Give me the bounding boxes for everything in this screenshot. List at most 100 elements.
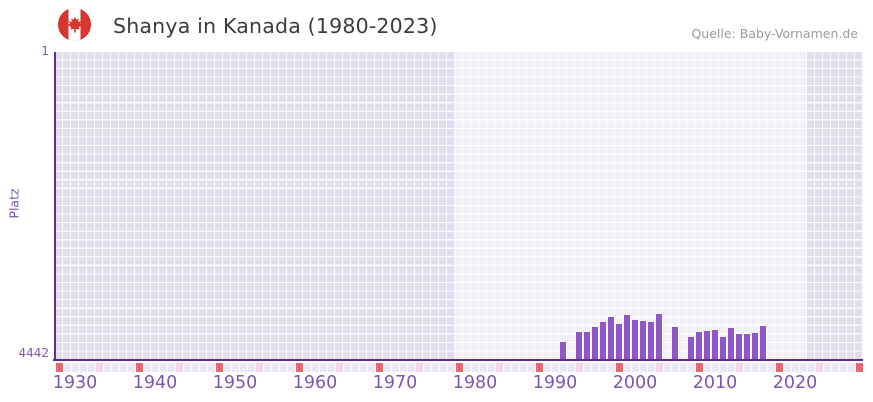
x-tick-cell	[143, 363, 151, 372]
x-tick-cell	[479, 363, 487, 372]
x-tick-cell	[847, 363, 855, 372]
bar-2000[interactable]	[632, 319, 639, 360]
x-tick-cell	[319, 363, 327, 372]
bar-2012[interactable]	[728, 328, 735, 360]
x-axis-label-2000: 2000	[612, 373, 658, 393]
highlight-band	[455, 52, 807, 360]
x-axis-label-1960: 1960	[292, 373, 338, 393]
x-tick-cell	[655, 363, 663, 372]
x-tick-cell	[351, 363, 359, 372]
x-tick-cell	[191, 363, 199, 372]
x-axis-label-2010: 2010	[692, 373, 738, 393]
bar-1991[interactable]	[560, 341, 567, 360]
x-tick-cell	[711, 363, 719, 372]
x-tick-cell	[735, 363, 743, 372]
x-tick-cell	[447, 363, 455, 372]
x-axis-label-1990: 1990	[532, 373, 578, 393]
x-tick-cell	[135, 363, 143, 372]
x-tick-cell	[599, 363, 607, 372]
x-tick-cell	[159, 363, 167, 372]
x-tick-cell	[87, 363, 95, 372]
x-tick-cell	[359, 363, 367, 372]
x-tick-cell	[79, 363, 87, 372]
x-tick-cell	[95, 363, 103, 372]
bar-1995[interactable]	[592, 327, 599, 360]
bar-2011[interactable]	[720, 337, 727, 360]
bar-2015[interactable]	[752, 332, 759, 360]
x-tick-cell	[855, 363, 863, 372]
x-tick-cell	[575, 363, 583, 372]
x-tick-cell	[199, 363, 207, 372]
y-axis-tick-top: 1	[41, 44, 49, 58]
x-tick-cell	[639, 363, 647, 372]
bar-1993[interactable]	[576, 331, 583, 360]
x-tick-cell	[207, 363, 215, 372]
bar-2007[interactable]	[688, 337, 695, 360]
bar-2005[interactable]	[672, 327, 679, 360]
x-tick-cell	[775, 363, 783, 372]
x-tick-cell	[719, 363, 727, 372]
x-tick-cell	[343, 363, 351, 372]
x-axis-label-1950: 1950	[212, 373, 258, 393]
bar-1994[interactable]	[584, 331, 591, 360]
x-tick-cell	[687, 363, 695, 372]
x-tick-cell	[279, 363, 287, 372]
bar-2014[interactable]	[744, 333, 751, 360]
x-tick-cell	[303, 363, 311, 372]
x-tick-cell	[391, 363, 399, 372]
x-tick-cell	[527, 363, 535, 372]
x-tick-cell	[111, 363, 119, 372]
plot-area	[55, 52, 862, 360]
x-tick-cell	[535, 363, 543, 372]
x-tick-cell	[815, 363, 823, 372]
bar-1998[interactable]	[616, 324, 623, 360]
x-tick-cell	[383, 363, 391, 372]
bar-2008[interactable]	[696, 332, 703, 360]
x-axis-label-1930: 1930	[52, 373, 98, 393]
x-tick-cell	[367, 363, 375, 372]
x-tick-cell	[439, 363, 447, 372]
x-tick-cell	[63, 363, 71, 372]
x-tick-cell	[175, 363, 183, 372]
x-tick-cell	[183, 363, 191, 372]
bar-2010[interactable]	[712, 330, 719, 360]
x-tick-cell	[759, 363, 767, 372]
x-tick-cell	[127, 363, 135, 372]
x-tick-cell	[271, 363, 279, 372]
bar-2001[interactable]	[640, 321, 647, 360]
bar-2003[interactable]	[656, 314, 663, 360]
canada-flag-icon	[58, 8, 91, 41]
x-tick-cell	[839, 363, 847, 372]
x-tick-cell	[407, 363, 415, 372]
chart-title: Shanya in Kanada (1980-2023)	[113, 14, 438, 38]
x-tick-cell	[503, 363, 511, 372]
x-axis-label-2020: 2020	[772, 373, 818, 393]
x-tick-cell	[519, 363, 527, 372]
x-axis-label-1970: 1970	[372, 373, 418, 393]
x-tick-cell	[455, 363, 463, 372]
x-tick-cell	[663, 363, 671, 372]
bar-2009[interactable]	[704, 331, 711, 360]
x-tick-cell	[247, 363, 255, 372]
x-tick-cell	[679, 363, 687, 372]
bar-2016[interactable]	[760, 326, 767, 360]
x-axis-line	[53, 358, 863, 361]
x-tick-cell	[767, 363, 775, 372]
x-tick-cell	[647, 363, 655, 372]
x-tick-cell	[151, 363, 159, 372]
x-tick-cell	[791, 363, 799, 372]
x-tick-cell	[559, 363, 567, 372]
bar-1996[interactable]	[600, 322, 607, 360]
x-tick-cell	[823, 363, 831, 372]
x-tick-cell	[471, 363, 479, 372]
x-tick-cell	[311, 363, 319, 372]
bar-1997[interactable]	[608, 316, 615, 360]
bar-1999[interactable]	[624, 314, 631, 360]
x-tick-cell	[487, 363, 495, 372]
bar-2002[interactable]	[648, 322, 655, 360]
x-tick-cell	[631, 363, 639, 372]
bar-2013[interactable]	[736, 333, 743, 360]
x-tick-cell	[55, 363, 63, 372]
x-tick-cell	[623, 363, 631, 372]
x-axis-label-1940: 1940	[132, 373, 178, 393]
